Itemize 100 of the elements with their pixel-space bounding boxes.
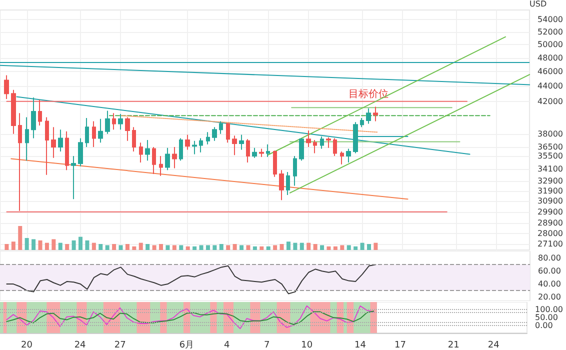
- candlestick: [51, 126, 56, 158]
- candlestick: [78, 138, 83, 167]
- y-tick-label: 28000: [538, 228, 564, 238]
- bar: [300, 242, 304, 250]
- candlestick: [266, 144, 270, 158]
- bar: [159, 244, 164, 250]
- bar: [44, 242, 49, 250]
- bar: [138, 242, 143, 250]
- y-tick-label: 44000: [538, 82, 564, 91]
- candlestick: [98, 118, 103, 144]
- candlestick: [92, 120, 96, 148]
- candlestick: [192, 140, 197, 155]
- bar: [219, 244, 224, 250]
- bar: [192, 246, 197, 250]
- bar: [212, 245, 217, 250]
- candlestick: [206, 132, 210, 145]
- bar: [326, 246, 331, 250]
- candlestick: [212, 126, 217, 142]
- candlestick: [4, 74, 9, 100]
- bar: [146, 244, 150, 250]
- candlestick: [246, 138, 250, 164]
- x-tick-label: 17: [394, 340, 406, 350]
- candlestick: [226, 122, 230, 144]
- bar: [313, 244, 318, 250]
- bar: [252, 246, 257, 250]
- candlestick: [360, 118, 364, 128]
- candlestick: [105, 110, 110, 134]
- y-tick-label: 42000: [538, 96, 564, 106]
- y-tick-label: 30900: [538, 196, 564, 206]
- bar: [293, 242, 298, 250]
- y-tick-label: 27100: [538, 239, 564, 248]
- bar: [92, 242, 96, 250]
- x-tick-label: 7: [264, 340, 270, 350]
- candlestick: [346, 148, 351, 164]
- candlestick: [353, 122, 358, 154]
- bar: [72, 240, 76, 250]
- candlestick: [25, 116, 29, 162]
- y-tick-label: 32900: [538, 176, 564, 186]
- candlestick: [239, 134, 244, 150]
- candlestick: [306, 130, 311, 148]
- x-tick-label: 4: [224, 340, 230, 350]
- candlestick: [118, 113, 123, 130]
- bar: [65, 244, 70, 250]
- bar: [320, 245, 324, 250]
- annotation: 目标价位: [348, 88, 389, 100]
- candlestick: [273, 150, 277, 178]
- candlestick: [373, 106, 378, 122]
- x-tick-label: 27: [114, 340, 126, 350]
- bar: [226, 245, 230, 250]
- candlestick: [18, 112, 22, 212]
- bar: [32, 239, 36, 250]
- bar: [11, 242, 16, 250]
- candlestick: [320, 136, 324, 150]
- candlestick: [179, 138, 183, 162]
- y-tick-label: 35500: [538, 152, 564, 161]
- bar: [118, 245, 123, 250]
- y-tick-label: 28900: [538, 218, 564, 228]
- bar: [172, 245, 176, 250]
- candlestick: [71, 156, 76, 200]
- line-series: [6, 264, 376, 294]
- bar: [374, 242, 378, 250]
- bar: [286, 242, 290, 250]
- candlestick: [259, 148, 264, 158]
- bar: [333, 246, 338, 250]
- bar: [246, 245, 250, 250]
- y-tick-label: 52000: [538, 27, 564, 36]
- candlestick: [313, 139, 317, 154]
- y-tick-label: 0.00: [535, 321, 553, 330]
- candlestick: [326, 136, 331, 148]
- candlestick: [252, 147, 257, 158]
- bar: [179, 245, 184, 250]
- y-tick-label: 80.00: [538, 254, 561, 263]
- y-tick-label: 38000: [538, 129, 564, 138]
- candlestick: [112, 112, 116, 130]
- x-tick-label: 20: [20, 340, 33, 350]
- bar: [38, 240, 42, 250]
- candlestick: [159, 156, 163, 176]
- candlestick: [172, 146, 177, 169]
- candlestick: [65, 130, 69, 171]
- candlestick: [185, 134, 190, 150]
- candlestick: [85, 118, 89, 148]
- candlestick: [333, 138, 337, 157]
- bar: [125, 244, 130, 250]
- candlestick: [293, 156, 297, 186]
- y-tick-label: 36500: [538, 142, 564, 152]
- y-tick-label: 60.00: [538, 266, 561, 276]
- candlestick: [45, 116, 49, 176]
- x-tick-label: 10: [301, 340, 313, 350]
- bar: [366, 244, 371, 250]
- candlestick: [125, 116, 130, 142]
- candlestick: [139, 142, 143, 164]
- bar: [98, 244, 103, 250]
- bar: [132, 246, 136, 250]
- y-tick-label: 31900: [538, 186, 564, 196]
- y-tick-label: 48000: [538, 53, 564, 62]
- x-tick-label: 24: [488, 340, 500, 350]
- candlestick: [279, 170, 284, 201]
- candlestick: [31, 96, 36, 139]
- bar: [58, 242, 62, 250]
- bar: [78, 236, 83, 250]
